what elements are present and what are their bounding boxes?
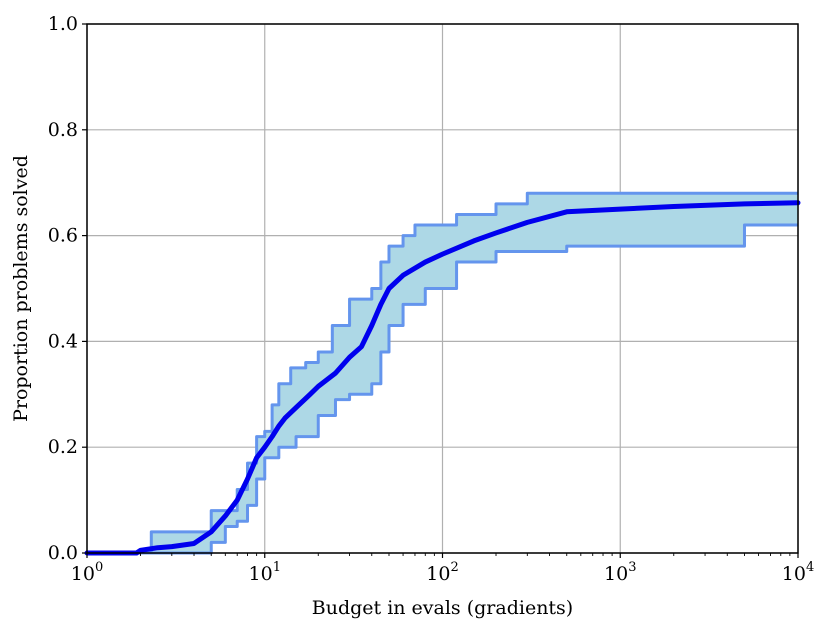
x-tick-label: 102	[426, 560, 458, 585]
x-axis-label: Budget in evals (gradients)	[312, 597, 573, 619]
y-tick-label: 0.2	[48, 436, 78, 458]
series-lines	[84, 200, 801, 556]
y-tick-label: 0.4	[48, 330, 78, 352]
y-tick-label: 1.0	[48, 13, 78, 35]
y-axis-label: Proportion problems solved	[10, 155, 32, 422]
x-tick-label: 100	[71, 560, 103, 585]
band-lower-line	[87, 223, 798, 555]
y-tick-label: 0.0	[48, 542, 78, 564]
y-tick-label: 0.6	[48, 225, 78, 247]
mean-line	[84, 200, 801, 556]
y-tick-label: 0.8	[48, 119, 78, 141]
x-tick-label: 103	[604, 560, 636, 585]
ticks: 100 101 102 103 104 0.0 0.2 0.4 0.6 0.8 1.0	[48, 13, 814, 585]
x-tick-label: 101	[249, 560, 281, 585]
x-tick-label: 104	[782, 560, 814, 585]
